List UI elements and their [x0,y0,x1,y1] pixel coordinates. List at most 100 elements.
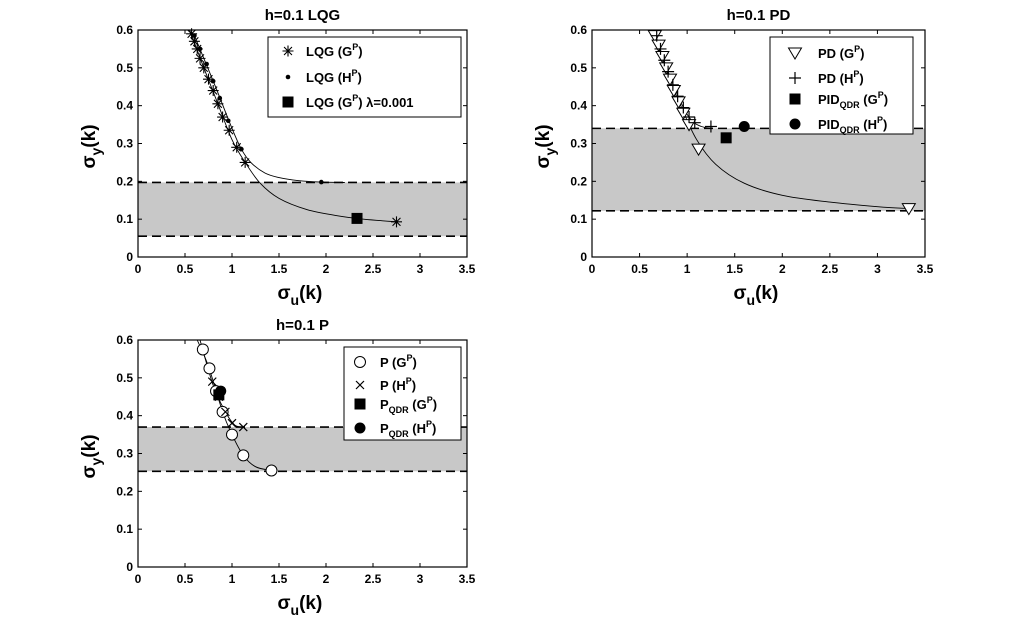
x-tick-label: 0 [135,572,142,586]
point-h [220,407,230,417]
x-tick-label: 1.5 [271,262,288,276]
y-tick-label: 0.4 [116,409,133,423]
point-h [677,101,690,114]
y-tick-label: 0.3 [116,447,133,461]
point-h [239,146,244,152]
point-g [658,62,674,75]
x-axis-label: σu(k) [278,283,323,308]
y-axis-label: σy(k) [79,124,104,168]
point-g [691,143,706,157]
point-g [265,464,278,477]
legend-label-r: PIDQDR (HP) [818,115,887,135]
panel-p-chart: 0 0.5 1 1.5 2 2.5 3 3.5 0 0.1 0.2 0.3 0.4 0.5 0.6 h=0.1… [79,317,476,618]
legend: LQG (GP) LQG (HP) LQG (GP) λ=0.001 [267,36,462,118]
x-tick-label: 3.5 [917,262,934,276]
legend: PD (GP) PD (HP) PIDQDR (GP) PIDQDR (HP) [769,36,914,135]
y-tick-label: 0.4 [116,99,133,113]
y-tick-label: 0.1 [116,212,133,226]
legend-label-h: PD (HP) [818,69,864,86]
point-g [207,85,219,97]
legend-label-q: LQG (GP) λ=0.001 [306,93,414,110]
point-h [688,116,701,129]
y-tick-label: 0.1 [570,212,587,226]
y-tick-label: 0.6 [116,333,133,347]
x-tick-label: 3 [417,262,424,276]
point-q [351,212,363,224]
y-tick-label: 0.2 [116,174,133,188]
x-tick-label: 1.5 [726,262,743,276]
x-tick-label: 3.5 [459,262,476,276]
point-h [704,120,717,133]
legend-label-g: LQG (GP) [306,42,363,59]
point-h [210,78,216,84]
x-tick-label: 2.5 [365,572,382,586]
point-g [196,343,209,356]
y-tick-label: 0.6 [116,23,133,37]
y-tick-label: 0.5 [116,371,133,385]
legend-marker-h [285,74,291,80]
point-g [223,124,235,136]
legend-label-g: PD (GP) [818,44,864,61]
chart-title: h=0.1 P [276,317,329,334]
point-h [654,42,667,55]
x-tick-label: 0 [135,262,142,276]
legend-marker-h [355,380,365,390]
point-h [671,90,684,103]
point-g [188,35,200,47]
legend: P (GP) P (HP) PQDR (GP) PQDR (HP) [343,346,462,441]
y-axis-label: σy(k) [533,124,558,168]
y-tick-label: 0.2 [570,174,587,188]
x-tick-label: 2 [323,262,330,276]
point-g [226,428,238,441]
legend-marker-g [354,356,366,368]
point-h [662,65,675,78]
point-g [194,52,206,64]
point-g [655,50,670,64]
point-h [658,54,671,67]
panel-lqg-chart: 0 0.5 1 1.5 2 2.5 3 3.5 0 0.1 0.2 0.3 0.4 0.5 0.6 h=0.1… [79,7,476,308]
y-tick-label: 0.2 [116,484,133,498]
y-tick-label: 0.4 [570,99,587,113]
x-axis-label: σu(k) [734,283,779,308]
y-tick-label: 0.6 [570,23,587,37]
series-curve-g [189,30,397,223]
point-g [203,362,216,375]
tolerance-band [138,182,467,237]
x-tick-label: 2.5 [365,262,382,276]
point-h [207,377,217,387]
point-g [237,449,250,462]
point-h [319,179,324,185]
chart-title: h=0.1 LQG [265,7,340,24]
legend-label-h: LQG (HP) [306,68,362,85]
tolerance-band [592,128,925,211]
y-tick-label: 0 [126,250,133,264]
x-axis-label: σu(k) [278,593,323,618]
panel-pd-chart: 0 0.5 1 1.5 2 2.5 3 3.5 0 0.1 0.2 0.3 0.4 0.5 0.6 h=0.1… [533,7,934,308]
x-tick-label: 3 [874,262,881,276]
point-g [391,216,402,228]
legend-marker-q [282,96,294,108]
point-g [186,28,198,40]
x-tick-label: 3 [417,572,424,586]
y-tick-label: 0.3 [116,137,133,151]
point-g [203,73,214,85]
series-curve-h [193,35,345,183]
point-q [720,132,732,144]
x-tick-label: 3.5 [459,572,476,586]
legend-label-q: PQDR (GP) [380,395,437,415]
point-h [197,46,203,52]
point-g [212,98,224,110]
legend-marker-g [282,45,294,57]
y-tick-label: 0 [126,560,133,574]
point-h [683,111,696,124]
legend-label-r: PQDR (HP) [380,419,436,439]
point-g [651,39,666,53]
y-tick-label: 0.1 [116,522,133,536]
point-h [192,33,197,38]
legend-label-h: P (HP) [380,376,416,393]
legend-marker-q [789,93,801,105]
y-tick-label: 0.3 [570,137,587,151]
x-tick-label: 1.5 [271,572,288,586]
point-g [216,405,229,418]
